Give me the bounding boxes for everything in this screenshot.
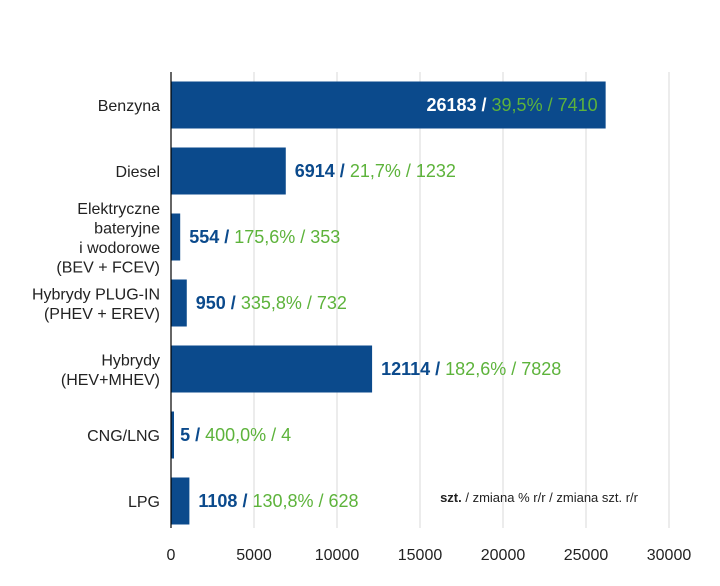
- bars: [171, 81, 606, 525]
- bar: [171, 213, 181, 261]
- data-label: 950 / 335,8% / 732: [196, 293, 347, 313]
- bar: [171, 147, 286, 195]
- legend-note: szt. / zmiana % r/r / zmiana szt. r/r: [440, 490, 639, 505]
- bar: [171, 477, 190, 525]
- bar: [171, 411, 174, 459]
- x-tick-labels: 0 5000 10000 15000 20000 25000 30000: [167, 547, 692, 564]
- data-label: 12114 / 182,6% / 7828: [381, 359, 561, 379]
- category-label: Hybrydy (HEV+MHEV): [61, 352, 160, 389]
- category-label: Diesel: [116, 164, 160, 181]
- category-label: LPG: [128, 494, 160, 511]
- x-tick-label: 10000: [315, 547, 360, 564]
- category-label: Benzyna: [98, 98, 160, 115]
- category-label: Elektryczne bateryjne i wodorowe (BEV + FCE…: [56, 201, 160, 277]
- legend-bold: szt.: [440, 490, 462, 505]
- x-tick-label: 30000: [647, 547, 692, 564]
- x-tick-label: 20000: [481, 547, 526, 564]
- data-label: 26183 / 39,5% / 7410: [426, 95, 597, 115]
- data-label: 554 / 175,6% / 353: [189, 227, 340, 247]
- category-label: Hybrydy PLUG-IN (PHEV + EREV): [32, 286, 160, 323]
- x-tick-label: 0: [167, 547, 176, 564]
- data-label: 5 / 400,0% / 4: [180, 425, 291, 445]
- x-tick-label: 15000: [398, 547, 443, 564]
- data-labels: 26183 / 39,5% / 7410 6914 / 21,7% / 1232 5…: [180, 95, 598, 511]
- data-label: 1108 / 130,8% / 628: [198, 491, 358, 511]
- bar: [171, 279, 187, 327]
- bar: [171, 81, 606, 129]
- category-labels: Benzyna Diesel Elektryczne bateryjne i wodor…: [32, 98, 160, 511]
- data-label: 6914 / 21,7% / 1232: [295, 161, 456, 181]
- x-tick-label: 5000: [236, 547, 272, 564]
- bar: [171, 345, 373, 393]
- category-label: CNG/LNG: [87, 428, 160, 445]
- legend-rest: / zmiana % r/r / zmiana szt. r/r: [462, 490, 639, 505]
- x-tick-label: 25000: [564, 547, 609, 564]
- gridlines: [253, 72, 670, 528]
